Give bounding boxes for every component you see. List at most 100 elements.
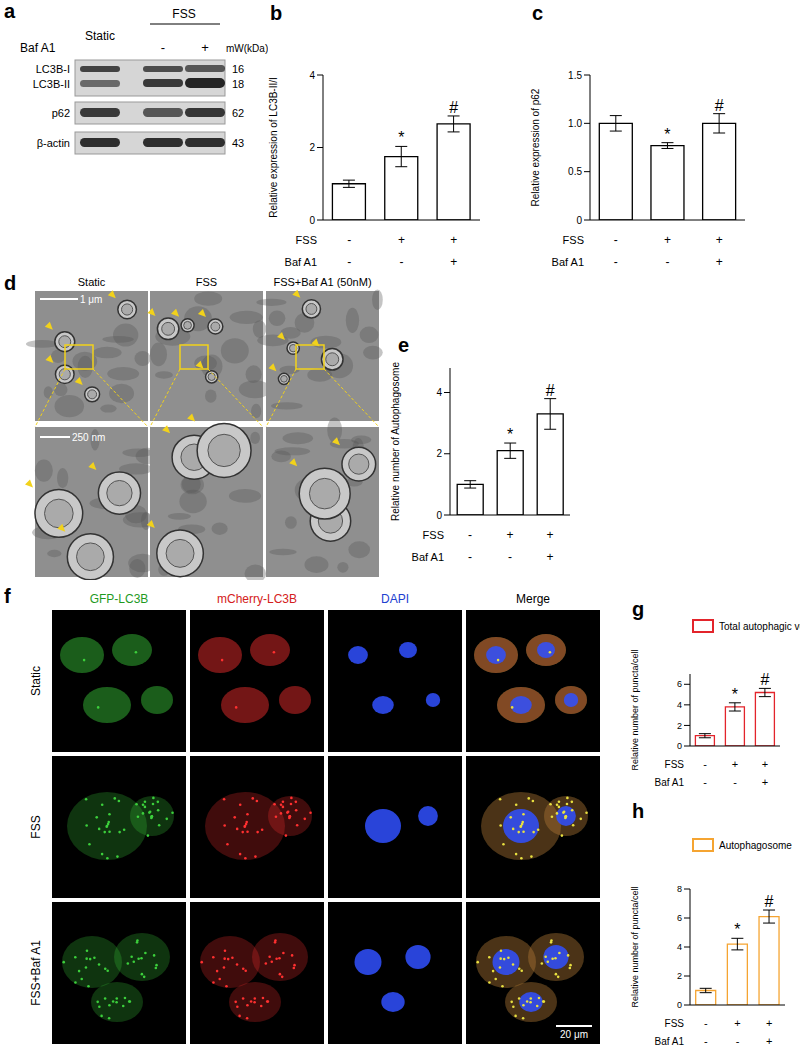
svg-text:mCherry-LC3B: mCherry-LC3B xyxy=(217,592,297,606)
svg-text:*: * xyxy=(734,921,740,938)
svg-text:+: + xyxy=(546,550,553,564)
svg-text:Merge: Merge xyxy=(516,592,550,606)
svg-text:+: + xyxy=(546,528,553,542)
svg-text:Relative number of puncta/cell: Relative number of puncta/cell xyxy=(630,886,640,1007)
svg-text:+: + xyxy=(734,1017,740,1029)
svg-text:0: 0 xyxy=(677,741,682,751)
svg-text:+: + xyxy=(716,255,723,269)
svg-text:2: 2 xyxy=(677,721,682,731)
svg-text:*: * xyxy=(732,686,738,703)
svg-text:6: 6 xyxy=(677,679,682,689)
svg-text:-: - xyxy=(666,255,670,269)
svg-text:-: - xyxy=(347,255,351,269)
svg-text:Baf A1: Baf A1 xyxy=(20,41,56,55)
svg-text:+: + xyxy=(450,233,457,247)
svg-text:FSS: FSS xyxy=(29,815,43,838)
svg-text:+: + xyxy=(762,776,768,788)
svg-text:#: # xyxy=(546,382,555,399)
svg-text:Relative number of puncta/cell: Relative number of puncta/cell xyxy=(630,649,640,770)
svg-text:-: - xyxy=(703,776,707,788)
svg-text:Baf A1: Baf A1 xyxy=(655,777,685,788)
svg-text:FSS: FSS xyxy=(196,276,217,288)
svg-text:#: # xyxy=(715,97,724,114)
svg-text:20 μm: 20 μm xyxy=(560,1029,588,1040)
svg-text:43: 43 xyxy=(232,137,244,149)
svg-text:-: - xyxy=(468,528,472,542)
svg-text:FSS: FSS xyxy=(665,759,685,770)
svg-text:Relative number of Autophagoso: Relative number of Autophagosome xyxy=(390,362,401,521)
svg-text:*: * xyxy=(664,126,670,143)
svg-text:-: - xyxy=(704,1035,708,1047)
svg-text:0.5: 0.5 xyxy=(568,166,582,177)
svg-text:250 nm: 250 nm xyxy=(72,432,105,443)
svg-text:FSS: FSS xyxy=(423,529,444,541)
svg-text:LC3B-I: LC3B-I xyxy=(36,63,70,75)
svg-text:#: # xyxy=(760,671,769,688)
svg-text:-: - xyxy=(347,233,351,247)
svg-text:-: - xyxy=(614,255,618,269)
svg-text:Baf A1: Baf A1 xyxy=(655,1036,685,1047)
svg-text:+: + xyxy=(201,40,209,55)
svg-text:+: + xyxy=(450,255,457,269)
svg-text:0: 0 xyxy=(576,215,582,226)
svg-text:4: 4 xyxy=(677,942,682,952)
svg-text:FSS: FSS xyxy=(296,234,317,246)
svg-text:+: + xyxy=(506,528,513,542)
svg-text:-: - xyxy=(704,1017,708,1029)
svg-text:4: 4 xyxy=(436,387,442,398)
svg-text:Relative expression of LC3B-II: Relative expression of LC3B-II/I xyxy=(268,77,279,218)
svg-text:6: 6 xyxy=(677,913,682,923)
svg-text:FSS+Baf A1 (50nM): FSS+Baf A1 (50nM) xyxy=(273,276,371,288)
svg-text:+: + xyxy=(664,233,671,247)
svg-text:GFP-LC3B: GFP-LC3B xyxy=(90,592,149,606)
svg-text:Relative expression of p62: Relative expression of p62 xyxy=(530,88,541,206)
svg-text:+: + xyxy=(732,758,738,770)
svg-text:-: - xyxy=(736,1035,740,1047)
svg-text:-: - xyxy=(614,233,618,247)
svg-text:FSS+Baf A1: FSS+Baf A1 xyxy=(29,940,43,1006)
svg-text:Baf A1: Baf A1 xyxy=(285,256,317,268)
svg-text:18: 18 xyxy=(232,78,244,90)
svg-text:+: + xyxy=(762,758,768,770)
svg-text:*: * xyxy=(398,129,404,146)
svg-text:Baf A1: Baf A1 xyxy=(552,256,584,268)
svg-text:0: 0 xyxy=(677,1000,682,1010)
svg-text:0: 0 xyxy=(436,510,442,521)
svg-text:-: - xyxy=(161,40,165,55)
svg-text:1 μm: 1 μm xyxy=(80,294,102,305)
svg-text:FSS: FSS xyxy=(172,7,195,21)
svg-text:8: 8 xyxy=(677,884,682,894)
svg-text:+: + xyxy=(766,1035,772,1047)
svg-text:β-actin: β-actin xyxy=(37,137,70,149)
svg-text:+: + xyxy=(398,233,405,247)
svg-text:+: + xyxy=(766,1017,772,1029)
svg-text:#: # xyxy=(765,893,774,910)
svg-text:2: 2 xyxy=(677,971,682,981)
svg-text:62: 62 xyxy=(232,107,244,119)
svg-text:0: 0 xyxy=(309,215,315,226)
svg-text:1.5: 1.5 xyxy=(568,70,582,81)
svg-text:*: * xyxy=(507,426,513,443)
svg-text:-: - xyxy=(468,550,472,564)
svg-text:-: - xyxy=(733,776,737,788)
svg-text:2: 2 xyxy=(309,142,315,153)
svg-text:FSS: FSS xyxy=(563,234,584,246)
svg-text:Static: Static xyxy=(29,666,43,696)
svg-text:p62: p62 xyxy=(52,107,70,119)
svg-text:#: # xyxy=(449,99,458,116)
svg-text:2: 2 xyxy=(436,448,442,459)
svg-text:-: - xyxy=(703,758,707,770)
svg-text:mW(kDa): mW(kDa) xyxy=(226,43,268,54)
svg-text:Static: Static xyxy=(85,29,115,43)
svg-text:-: - xyxy=(400,255,404,269)
svg-text:+: + xyxy=(716,233,723,247)
svg-text:Baf A1: Baf A1 xyxy=(412,551,444,563)
svg-text:Static: Static xyxy=(78,276,106,288)
svg-text:LC3B-II: LC3B-II xyxy=(33,78,70,90)
svg-text:4: 4 xyxy=(309,70,315,81)
svg-text:-: - xyxy=(508,550,512,564)
svg-text:FSS: FSS xyxy=(665,1018,685,1029)
svg-text:DAPI: DAPI xyxy=(381,592,409,606)
svg-text:16: 16 xyxy=(232,63,244,75)
svg-text:4: 4 xyxy=(677,700,682,710)
